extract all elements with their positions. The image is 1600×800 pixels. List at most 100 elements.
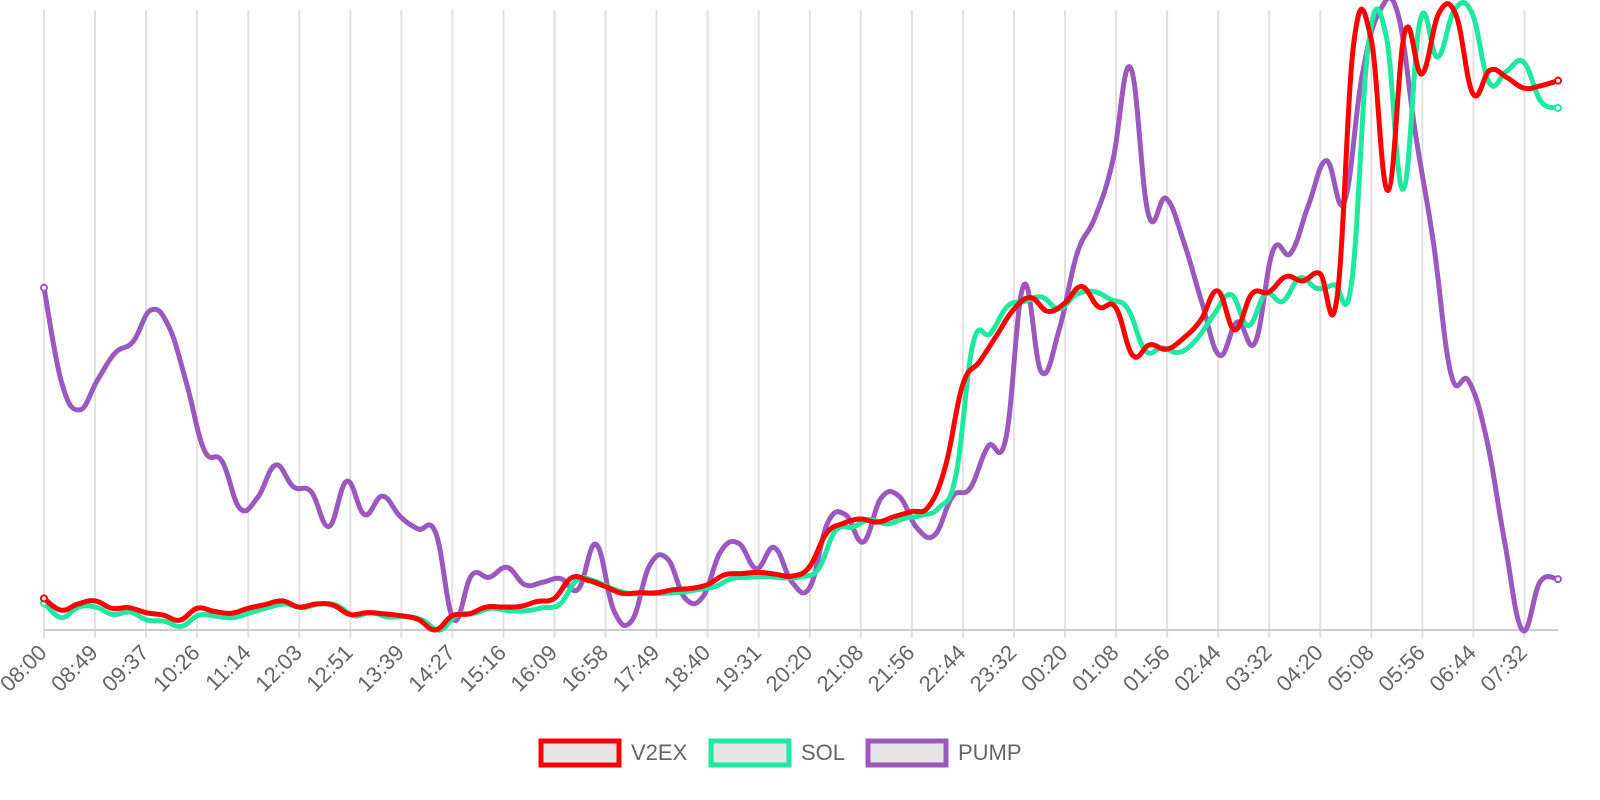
data-point-pump [416,526,421,531]
legend-swatch-pump [865,738,949,768]
data-point-pump [611,608,616,613]
data-point-pump [1306,202,1311,207]
endpoint-marker-v2ex [40,594,48,603]
data-point-sol [902,516,907,521]
data-point-sol [231,615,236,620]
data-point-pump [896,494,901,499]
data-point-v2ex [552,596,557,601]
data-point-v2ex [1266,290,1271,295]
data-point-sol [1229,292,1234,297]
data-point-v2ex [858,517,863,522]
x-tick-label: 07:32 [1475,640,1532,697]
data-point-v2ex [297,605,302,610]
legend-swatch-v2ex [538,738,622,768]
data-point-pump [879,495,884,500]
data-point-v2ex [1164,347,1169,352]
data-point-sol [558,601,563,606]
data-point-sol [1177,350,1182,355]
data-point-pump [380,494,385,499]
data-point-v2ex [1317,271,1322,276]
data-point-sol [1246,323,1251,328]
data-point-sol [712,584,717,589]
data-point-pump [1110,159,1115,164]
data-point-pump [932,533,937,538]
data-point-v2ex [1181,335,1186,340]
data-point-v2ex [909,509,914,514]
data-point-pump [1128,65,1133,70]
data-point-v2ex [637,590,642,595]
data-point-v2ex [1368,35,1373,40]
data-point-sol [1091,289,1096,294]
data-point-pump [1538,579,1543,584]
data-point-v2ex [705,582,710,587]
x-tick-label: 19:31 [710,640,767,697]
data-point-v2ex [1300,278,1305,283]
data-point-v2ex [1130,353,1135,358]
data-point-pump [701,594,706,599]
data-point-pump [1003,436,1008,441]
data-point-v2ex [926,504,931,509]
data-point-sol [523,608,528,613]
data-point-v2ex [467,611,472,616]
data-point-v2ex [1470,91,1475,96]
data-point-v2ex [535,599,540,604]
data-point-v2ex [688,586,693,591]
data-point-sol [196,613,201,618]
data-point-v2ex [263,602,268,607]
data-point-pump [362,512,367,517]
data-point-pump [1039,370,1044,375]
x-tick-label: 05:56 [1373,640,1430,697]
data-point-pump [1484,437,1489,442]
legend-label-pump: PUMP [958,740,1022,765]
data-point-sol [885,521,890,526]
data-point-sol [540,605,545,610]
data-point-v2ex [739,571,744,576]
data-point-v2ex [943,463,948,468]
data-point-pump [807,585,812,590]
x-tick-label: 18:40 [659,640,716,697]
data-point-pump [237,506,242,511]
data-point-sol [145,618,150,623]
data-point-pump [843,512,848,517]
data-point-v2ex [671,587,676,592]
endpoint-marker-v2ex [1554,76,1562,85]
data-point-sol [764,574,769,579]
data-point-v2ex [773,572,778,577]
x-tick-label: 21:08 [812,640,869,697]
data-point-v2ex [348,612,353,617]
data-point-v2ex [1453,12,1458,17]
data-point-sol [506,608,511,613]
data-point-pump [986,444,991,449]
x-tick-label: 20:20 [761,640,818,697]
data-point-v2ex [977,359,982,364]
data-point-v2ex [127,605,132,610]
data-point-sol [833,528,838,533]
data-point-sol [1538,99,1543,104]
data-point-pump [754,566,759,571]
data-point-pump [1146,211,1151,216]
data-point-pump [202,448,207,453]
x-axis-tick-labels: 08:0008:4909:3710:2611:1412:0312:5113:39… [0,640,1532,697]
data-point-sol [1418,17,1423,22]
data-point-v2ex [518,604,523,609]
data-point-pump [594,542,599,547]
data-point-pump [255,495,260,500]
data-point-sol [850,525,855,530]
data-point-sol [988,331,993,336]
data-point-v2ex [1147,342,1152,347]
data-point-v2ex [212,609,217,614]
x-tick-label: 15:16 [454,640,511,697]
data-point-v2ex [1504,75,1509,80]
data-point-v2ex [1385,188,1390,193]
data-point-v2ex [1113,305,1118,310]
data-point-sol [1125,306,1130,311]
data-point-pump [505,565,510,570]
data-point-v2ex [1351,40,1356,45]
data-point-pump [1324,158,1329,163]
data-point-v2ex [382,611,387,616]
data-point-pump [59,381,64,386]
x-tick-label: 16:58 [556,640,613,697]
data-point-v2ex [841,521,846,526]
data-point-pump [736,541,741,546]
data-point-pump [1288,251,1293,256]
